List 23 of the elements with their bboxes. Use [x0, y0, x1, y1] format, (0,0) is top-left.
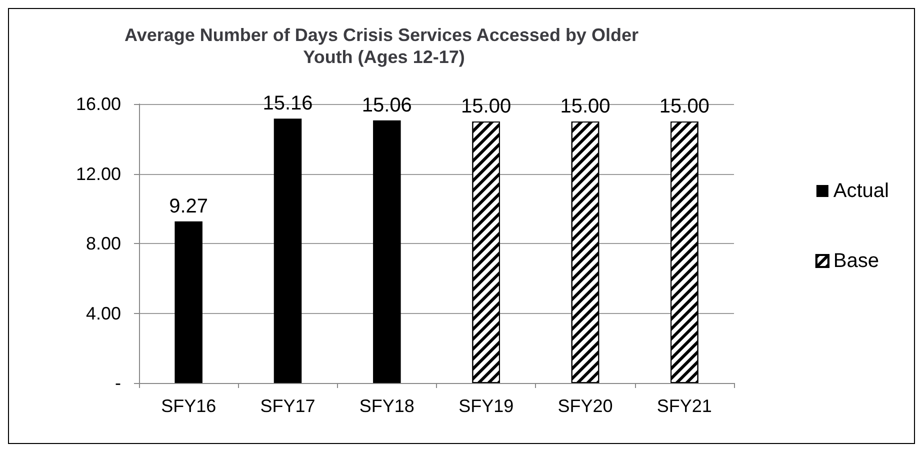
data-label: 15.06 — [362, 94, 412, 116]
y-tick-label: - — [115, 373, 121, 393]
data-label: 15.00 — [560, 95, 610, 118]
x-tick-label: SFY16 — [161, 396, 216, 416]
y-tick-label: 16.00 — [76, 94, 121, 114]
bar — [373, 120, 401, 383]
legend-label: Actual — [833, 180, 890, 202]
data-label: 15.16 — [262, 92, 313, 115]
y-tick-label: 4.00 — [86, 303, 121, 324]
y-tick-label: 12.00 — [76, 164, 121, 184]
y-tick-label: 8.00 — [86, 234, 121, 254]
bar — [274, 118, 302, 383]
bar — [174, 221, 202, 383]
x-tick-label: SFY18 — [359, 396, 414, 416]
x-tick-label: SFY20 — [558, 396, 613, 416]
x-tick-label: SFY21 — [656, 396, 712, 416]
x-tick-label: SFY19 — [458, 396, 514, 416]
data-label: 15.00 — [659, 95, 710, 118]
chart-title: Average Number of Days Crisis Services Accessed by Older Youth (Ages 12-17) — [124, 25, 644, 67]
x-tick-label: SFY17 — [260, 396, 316, 416]
data-label: 15.00 — [461, 95, 512, 118]
legend-label: Base — [833, 250, 880, 272]
data-label: 9.27 — [169, 195, 208, 218]
